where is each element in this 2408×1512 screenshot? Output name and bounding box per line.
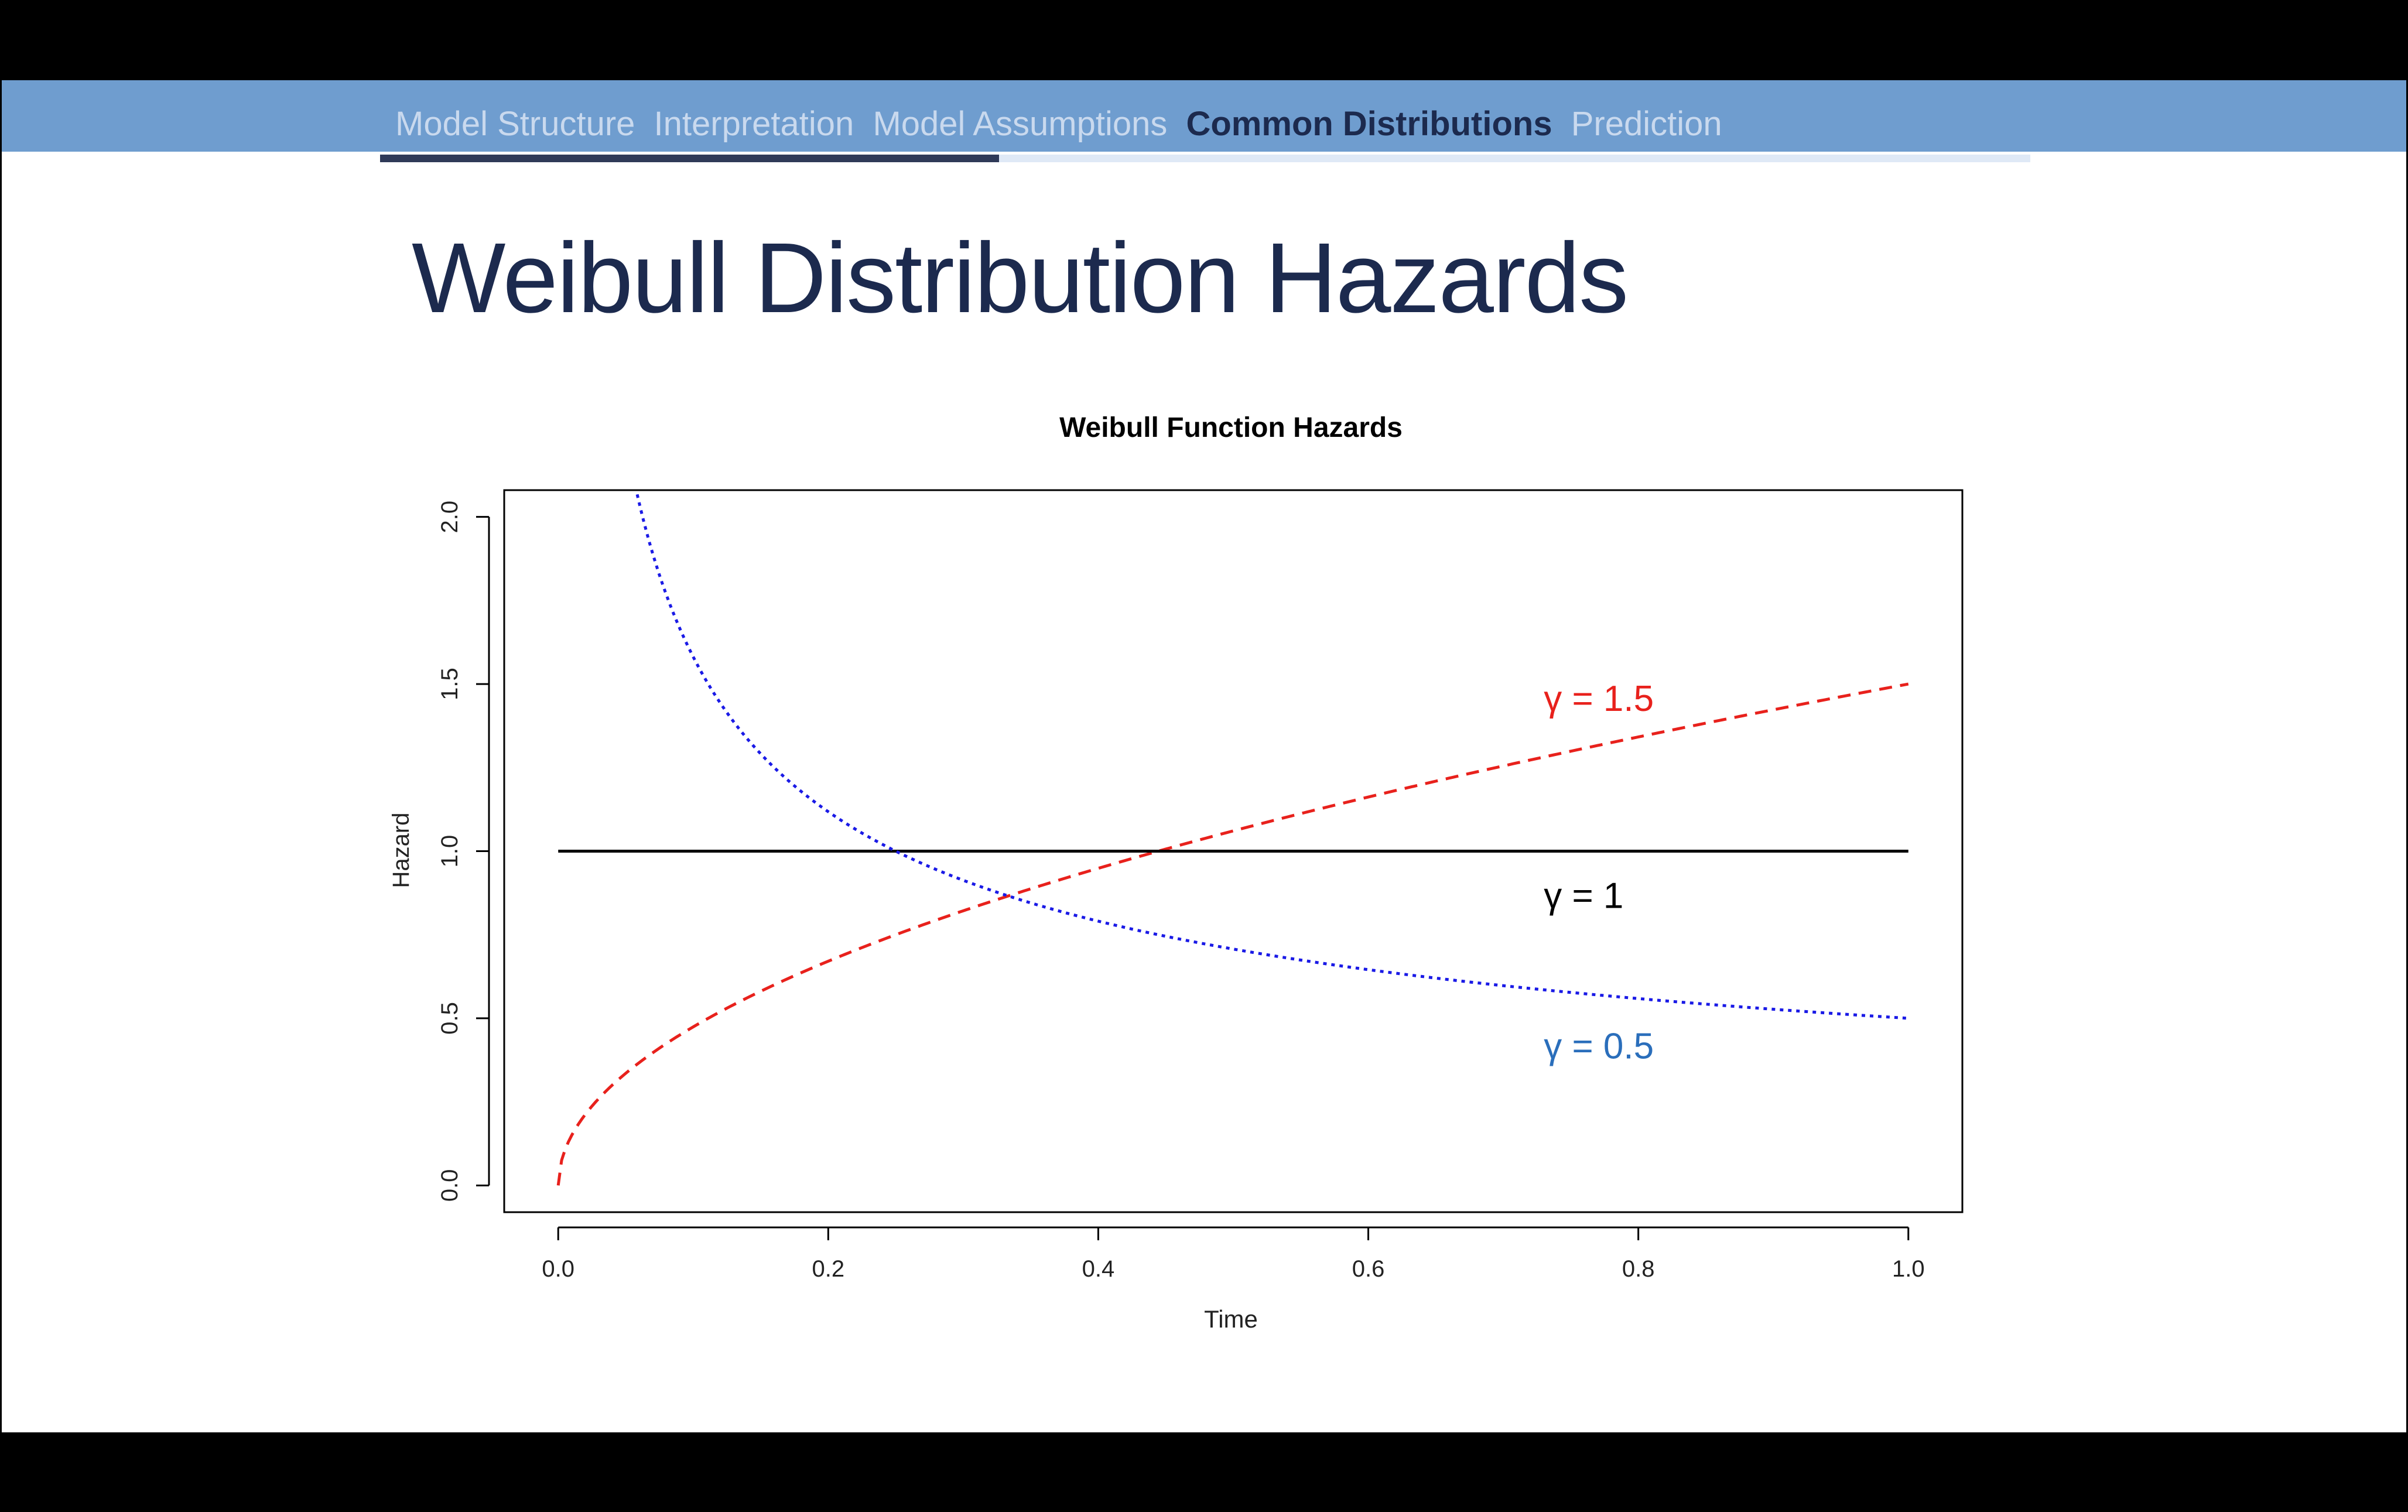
section-nav: Model Structure Interpretation Model Ass… — [395, 107, 1732, 141]
y-tick-label: 2.0 — [437, 501, 463, 533]
x-axis-label: Time — [1204, 1305, 1258, 1333]
y-axis: 0.0 0.5 1.0 1.5 2.0 — [437, 501, 490, 1202]
nav-item-model-structure[interactable]: Model Structure — [395, 105, 635, 143]
slide-title: Weibull Distribution Hazards — [412, 223, 1629, 334]
progress-fill — [380, 155, 999, 162]
y-tick-label: 0.0 — [437, 1169, 463, 1202]
y-tick-label: 1.0 — [437, 835, 463, 868]
slide: Model Structure Interpretation Model Ass… — [2, 80, 2406, 1432]
series-annotation: γ = 1.5 — [1544, 679, 1654, 719]
hazard-chart: Weibull Function Hazards 0.0 0.2 0.4 0.6 0.8… — [388, 412, 1964, 1333]
x-tick-label: 0.8 — [1622, 1256, 1655, 1282]
series-line — [556, 682, 1909, 1186]
nav-item-common-distributions[interactable]: Common Distributions — [1186, 105, 1552, 143]
x-tick-label: 0.4 — [1082, 1256, 1115, 1282]
series-layer — [556, 494, 1909, 1186]
nav-item-prediction[interactable]: Prediction — [1571, 105, 1722, 143]
series-annotation: γ = 0.5 — [1544, 1026, 1654, 1066]
y-axis-label: Hazard — [388, 813, 414, 888]
series-line — [635, 494, 1908, 1020]
progress-track — [380, 155, 2030, 162]
nav-item-interpretation[interactable]: Interpretation — [654, 105, 854, 143]
x-axis: 0.0 0.2 0.4 0.6 0.8 1.0 — [542, 1226, 1925, 1282]
series-annotation: γ = 1 — [1544, 876, 1623, 916]
nav-item-model-assumptions[interactable]: Model Assumptions — [873, 105, 1168, 143]
plot-frame — [503, 489, 1964, 1213]
x-tick-label: 0.6 — [1352, 1256, 1385, 1282]
y-tick-label: 0.5 — [437, 1002, 463, 1035]
x-tick-label: 0.0 — [542, 1256, 574, 1282]
y-tick-label: 1.5 — [437, 668, 463, 700]
navigation-bar: Model Structure Interpretation Model Ass… — [2, 80, 2406, 152]
x-tick-label: 0.2 — [812, 1256, 845, 1282]
annotation-layer: γ = 1.5 γ = 1 γ = 0.5 — [1544, 679, 1654, 1067]
x-tick-label: 1.0 — [1892, 1256, 1925, 1282]
chart-title: Weibull Function Hazards — [1059, 412, 1403, 443]
